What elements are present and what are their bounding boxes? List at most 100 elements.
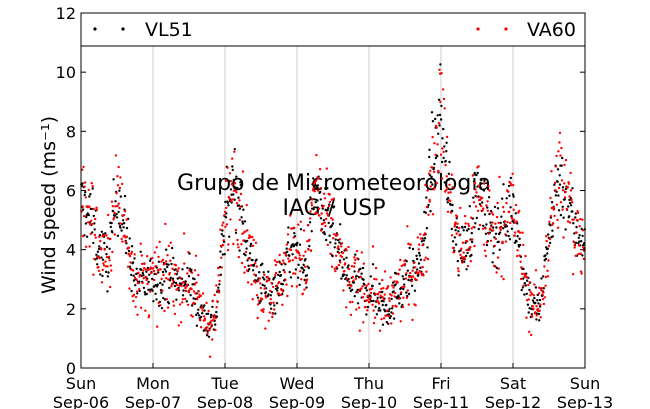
point-vl51	[520, 288, 523, 292]
point-vl51	[415, 257, 419, 261]
point-va60	[150, 271, 153, 275]
point-va60	[141, 269, 145, 272]
point-vl51	[134, 284, 137, 287]
point-va60	[490, 211, 493, 214]
point-va60	[220, 266, 223, 269]
point-va60	[125, 235, 129, 238]
point-vl51	[428, 155, 431, 159]
point-vl51	[207, 335, 211, 338]
point-va60	[426, 189, 429, 192]
point-vl51	[93, 222, 96, 225]
point-va60	[382, 317, 386, 320]
point-vl51	[316, 184, 320, 187]
point-va60	[98, 235, 101, 238]
point-vl51	[544, 254, 547, 257]
point-va60	[159, 268, 162, 271]
point-va60	[388, 299, 391, 303]
point-va60	[486, 209, 489, 212]
point-vl51	[296, 276, 300, 279]
point-va60	[233, 150, 236, 153]
point-vl51	[406, 294, 409, 298]
point-va60	[544, 275, 548, 279]
point-vl51	[472, 196, 475, 199]
point-vl51	[474, 222, 477, 225]
point-vl51	[431, 183, 434, 186]
point-vl51	[549, 224, 552, 227]
point-vl51	[554, 194, 558, 197]
point-va60	[213, 293, 216, 297]
point-va60	[483, 249, 487, 252]
point-va60	[144, 309, 147, 312]
point-va60	[116, 204, 119, 208]
point-vl51	[261, 276, 265, 279]
point-vl51	[340, 277, 343, 280]
point-va60	[317, 207, 321, 210]
point-vl51	[119, 195, 123, 198]
point-va60	[89, 223, 92, 226]
point-vl51	[206, 312, 210, 315]
point-vl51	[111, 209, 115, 213]
point-va60	[318, 214, 321, 217]
point-vl51	[410, 278, 413, 281]
point-vl51	[401, 303, 404, 307]
y-tick-label-2: 2	[66, 300, 76, 319]
point-va60	[113, 233, 117, 236]
x-tick-date-sep-06: Sep-06	[53, 393, 109, 409]
point-va60	[493, 244, 497, 247]
point-va60	[466, 264, 470, 268]
point-va60	[218, 291, 221, 294]
x-tick-day-sep-13: Sun	[570, 374, 600, 393]
point-va60	[528, 281, 531, 284]
point-va60	[400, 291, 403, 294]
point-va60	[82, 165, 85, 169]
point-va60	[540, 287, 543, 290]
point-va60	[240, 261, 244, 265]
point-va60	[172, 300, 175, 303]
point-va60	[273, 308, 276, 311]
point-va60	[300, 257, 303, 261]
point-va60	[383, 293, 386, 296]
point-vl51	[434, 156, 438, 160]
point-vl51	[145, 292, 148, 296]
point-va60	[421, 244, 424, 247]
point-vl51	[365, 313, 368, 316]
point-va60	[256, 316, 259, 320]
point-vl51	[170, 262, 173, 266]
point-va60	[365, 284, 368, 287]
point-va60	[157, 255, 160, 259]
point-vl51	[445, 141, 448, 144]
point-va60	[136, 313, 139, 316]
point-vl51	[381, 323, 385, 326]
point-vl51	[362, 278, 365, 281]
point-vl51	[181, 268, 184, 271]
point-vl51	[85, 215, 88, 219]
point-va60	[348, 301, 352, 304]
point-vl51	[546, 252, 549, 255]
point-vl51	[247, 264, 250, 267]
point-va60	[347, 245, 350, 249]
point-vl51	[234, 186, 237, 189]
point-vl51	[485, 223, 488, 226]
point-vl51	[467, 227, 470, 231]
point-va60	[352, 279, 355, 282]
point-va60	[97, 269, 101, 273]
point-vl51	[122, 226, 125, 229]
point-va60	[295, 285, 298, 288]
x-tick-date-sep-09: Sep-09	[269, 393, 325, 409]
point-va60	[102, 264, 106, 267]
point-va60	[498, 175, 501, 179]
point-va60	[111, 205, 115, 208]
point-va60	[208, 329, 211, 332]
point-va60	[303, 288, 306, 291]
point-vl51	[260, 292, 263, 295]
point-vl51	[469, 238, 472, 241]
point-vl51	[535, 318, 538, 321]
point-vl51	[305, 286, 308, 289]
point-vl51	[380, 299, 383, 303]
point-va60	[190, 271, 194, 274]
point-va60	[540, 289, 543, 292]
point-va60	[366, 294, 369, 298]
point-va60	[483, 182, 486, 185]
point-va60	[504, 233, 507, 236]
point-vl51	[427, 203, 430, 207]
